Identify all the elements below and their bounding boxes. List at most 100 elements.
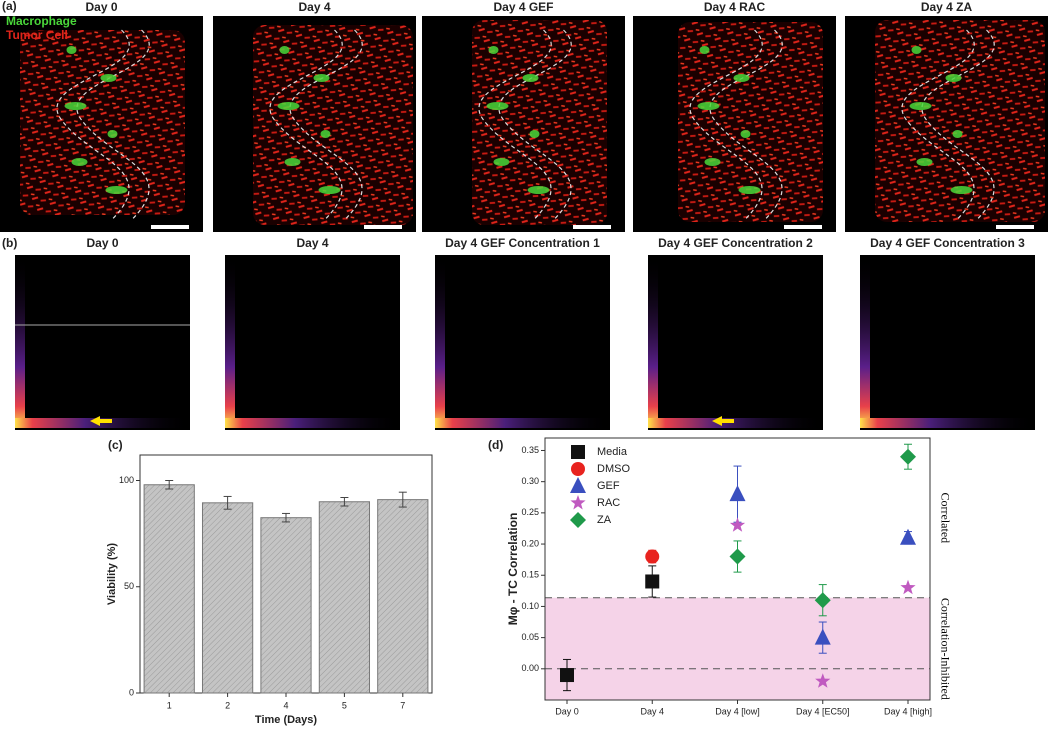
macrophage-cluster — [945, 74, 962, 82]
y-tick-label: 0.20 — [521, 538, 539, 548]
point — [815, 673, 831, 688]
tissue — [678, 22, 823, 222]
legend-label: GEF — [597, 480, 620, 492]
density-plot — [648, 255, 823, 430]
macrophage-cluster — [100, 74, 117, 82]
x-tick-label: 5 — [342, 700, 347, 710]
panel-label: (a) — [2, 0, 17, 13]
macrophage-cluster — [699, 46, 710, 54]
density-left — [648, 255, 658, 427]
macrophage-cluster — [488, 46, 499, 54]
panel-label: (d) — [488, 438, 503, 452]
macrophage-cluster — [71, 158, 88, 166]
x-tick-label: 1 — [167, 700, 172, 710]
macrophage-cluster — [279, 46, 290, 54]
point — [729, 548, 746, 565]
macrophage-cluster — [911, 46, 922, 54]
channel-outline — [56, 29, 130, 221]
scale-bar — [784, 225, 822, 229]
macrophage-cluster — [740, 130, 751, 138]
x-tick-label: Day 0 — [555, 706, 579, 716]
channel-outline — [498, 29, 572, 221]
tissue — [20, 30, 185, 215]
density-plot — [15, 255, 190, 430]
macrophage-cluster — [320, 130, 331, 138]
legend-marker — [570, 477, 586, 493]
bar — [377, 499, 429, 694]
y-tick-label: 0 — [129, 687, 134, 697]
density-bottom — [648, 418, 823, 428]
density-bottom — [435, 418, 610, 428]
tissue — [875, 20, 1045, 222]
point — [729, 517, 746, 532]
point — [729, 485, 746, 502]
y-axis-label: Mφ - TC Correlation — [506, 513, 520, 626]
macrophage-cluster — [529, 130, 540, 138]
scale-bar — [364, 225, 402, 229]
x-tick-label: Day 4 [high] — [884, 706, 932, 716]
x-tick-label: Day 4 [EC50] — [796, 706, 850, 716]
macrophage-cluster — [522, 74, 539, 82]
x-tick-label: 7 — [400, 700, 405, 710]
arrow — [712, 416, 734, 426]
image-title: Day 4 RAC — [704, 0, 766, 14]
macrophage-cluster — [284, 158, 301, 166]
macrophage-cluster — [318, 186, 341, 194]
image-title: Day 4 ZA — [921, 0, 973, 14]
macrophage-cluster — [64, 102, 87, 110]
panel-label: (c) — [108, 438, 123, 452]
macrophage-cluster — [952, 130, 963, 138]
y-tick-label: 50 — [124, 581, 134, 591]
y-tick-label: 0.15 — [521, 570, 539, 580]
tissue — [472, 20, 607, 225]
legend-label: ZA — [597, 514, 612, 526]
density-left — [435, 255, 445, 427]
point — [645, 574, 660, 589]
macrophage-cluster — [909, 102, 932, 110]
channel-outline — [76, 29, 150, 221]
y-tick-label: 0.35 — [521, 445, 539, 455]
bar — [143, 484, 195, 694]
scale-bar — [151, 225, 189, 229]
macrophage-cluster — [704, 158, 721, 166]
legend-marker — [570, 495, 586, 510]
point — [900, 528, 916, 545]
image-title: Day 4 — [298, 0, 330, 14]
channel-outline — [709, 29, 783, 221]
inhibited-region — [545, 597, 930, 700]
y-tick-label: 0.10 — [521, 601, 539, 611]
image-title: Day 4 GEF — [493, 0, 553, 14]
macrophage-cluster — [527, 186, 550, 194]
point — [814, 592, 831, 609]
channel-outline — [478, 29, 552, 221]
scale-bar — [996, 225, 1034, 229]
panel-label: (b) — [2, 236, 17, 250]
x-tick-label: 2 — [225, 700, 230, 710]
legend-tumor-cell: Tumor Cell — [6, 28, 68, 42]
macrophage-cluster — [105, 186, 128, 194]
density-plot — [860, 255, 1035, 430]
density-bottom — [860, 418, 1035, 428]
macrophage-cluster — [486, 102, 509, 110]
density-plot — [435, 255, 610, 430]
density-left — [15, 255, 25, 427]
x-tick-label: 4 — [283, 700, 288, 710]
bar — [260, 517, 312, 694]
point — [645, 549, 660, 564]
macrophage-cluster — [738, 186, 761, 194]
y-tick-label: 0.25 — [521, 507, 539, 517]
macrophage-cluster — [107, 130, 118, 138]
tissue — [253, 25, 413, 225]
bar — [201, 502, 254, 694]
macrophage-cluster — [950, 186, 973, 194]
macrophage-cluster — [66, 46, 77, 54]
density-title: Day 0 — [86, 236, 118, 250]
density-left — [860, 255, 870, 427]
macrophage-cluster — [916, 158, 933, 166]
y-tick-label: 0.30 — [521, 476, 539, 486]
annotation: Correlated — [938, 493, 952, 544]
channel-outline — [921, 29, 995, 221]
density-plot — [225, 255, 400, 430]
legend-marker — [571, 462, 585, 476]
